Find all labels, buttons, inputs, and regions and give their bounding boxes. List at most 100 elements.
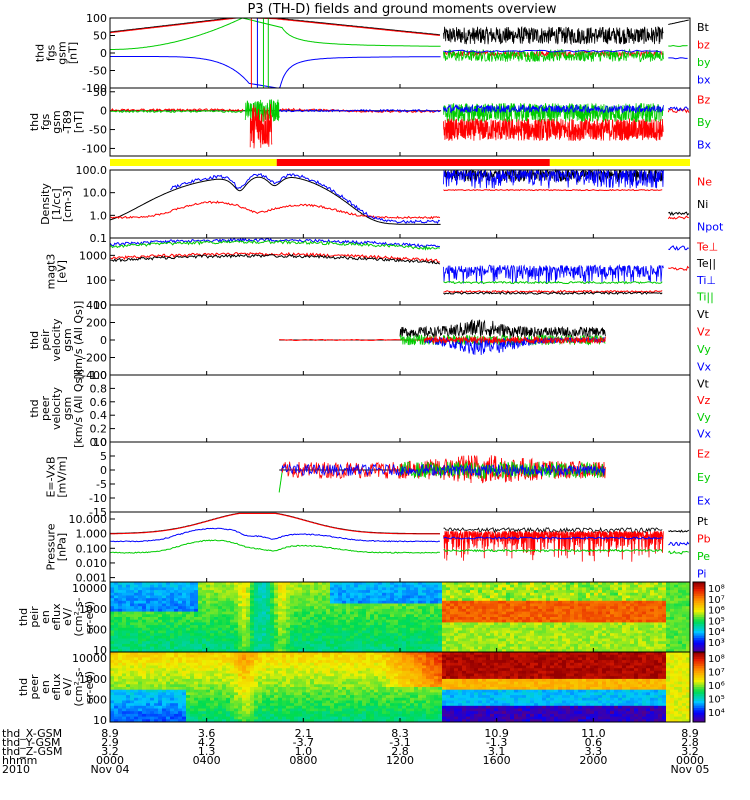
spec-cell <box>470 598 475 602</box>
spec-cell <box>154 657 159 661</box>
spec-cell <box>278 622 283 626</box>
spec-cell <box>222 673 227 677</box>
y-axis-label: en <box>39 680 52 694</box>
spec-cell <box>614 646 619 650</box>
spec-cell <box>566 611 571 615</box>
spec-cell <box>194 684 199 688</box>
spec-cell <box>494 587 499 591</box>
spec-cell <box>122 649 127 653</box>
spec-cell <box>118 603 123 607</box>
spec-cell <box>230 654 235 658</box>
spec-cell <box>114 654 119 658</box>
spec-cell <box>614 625 619 629</box>
spec-cell <box>406 619 411 623</box>
spec-cell <box>662 592 667 596</box>
spec-cell <box>178 662 183 666</box>
spec-cell <box>506 617 511 621</box>
spec-cell <box>270 619 275 623</box>
spec-cell <box>130 668 135 672</box>
spec-cell <box>454 617 459 621</box>
spec-cell <box>418 638 423 642</box>
spec-cell <box>498 611 503 615</box>
spec-cell <box>282 608 287 613</box>
spec-cell <box>462 635 467 639</box>
spec-cell <box>150 635 155 639</box>
spec-cell <box>394 622 399 626</box>
spec-cell <box>406 582 411 586</box>
spec-cell <box>618 606 623 610</box>
y-tick-label: 100 <box>86 623 107 636</box>
spec-cell <box>674 598 679 602</box>
spec-cell <box>418 598 423 602</box>
spec-cell <box>538 649 543 653</box>
spec-cell <box>190 660 195 664</box>
spec-cell <box>138 606 143 610</box>
spec-cell <box>114 592 119 596</box>
spec-cell <box>406 627 411 631</box>
spec-cell <box>306 598 311 602</box>
spec-cell <box>350 646 355 650</box>
spec-cell <box>666 638 671 642</box>
legend-entry: bx <box>697 73 711 86</box>
spec-cell <box>618 603 623 607</box>
spec-cell <box>138 614 143 618</box>
spec-cell <box>270 608 275 613</box>
spec-cell <box>194 652 199 656</box>
spec-cell <box>226 708 231 712</box>
spec-cell <box>558 582 563 586</box>
spec-cell <box>426 608 431 613</box>
spec-cell <box>162 646 167 650</box>
spec-cell <box>394 630 399 634</box>
spec-cell <box>354 606 359 610</box>
spec-cell <box>334 590 339 594</box>
spec-cell <box>330 590 335 594</box>
spec-cell <box>254 614 259 618</box>
spec-cell <box>242 590 247 594</box>
spec-cell <box>110 592 115 596</box>
spec-cell <box>682 606 687 610</box>
spec-cell <box>198 657 203 661</box>
spec-cell <box>206 603 211 607</box>
spec-cell <box>250 608 255 613</box>
spec-cell <box>638 606 643 610</box>
spec-cell <box>242 606 247 610</box>
spec-cell <box>398 592 403 596</box>
spec-cell <box>462 614 467 618</box>
spec-cell <box>622 608 627 613</box>
legend-entry: Bz <box>697 93 711 106</box>
spec-cell <box>426 592 431 596</box>
spec-cell <box>218 708 223 712</box>
spec-cell <box>198 635 203 639</box>
spec-cell <box>186 646 191 650</box>
spec-cell <box>230 627 235 631</box>
spec-cell <box>306 643 311 648</box>
spec-cell <box>234 689 239 693</box>
spec-cell <box>254 665 259 669</box>
spec-cell <box>126 660 131 664</box>
spec-cell <box>318 625 323 629</box>
spec-cell <box>394 608 399 613</box>
spec-cell <box>166 711 171 715</box>
spec-cell <box>630 608 635 613</box>
spec-cell <box>638 587 643 591</box>
y-tick-label: 10 <box>93 299 107 312</box>
spec-cell <box>234 700 239 704</box>
spec-cell <box>662 595 667 599</box>
spec-cell <box>306 649 311 653</box>
spec-cell <box>166 617 171 621</box>
spec-cell <box>194 700 199 704</box>
spec-cell <box>522 611 527 615</box>
spec-cell <box>158 687 163 691</box>
colorbar-cell <box>693 619 705 623</box>
spec-cell <box>170 600 175 604</box>
spec-cell <box>198 627 203 631</box>
spec-cell <box>170 705 175 709</box>
y-axis-label: Pressure <box>45 523 58 570</box>
spec-cell <box>402 603 407 607</box>
spec-cell <box>238 719 243 723</box>
spec-cell <box>282 643 287 648</box>
spec-cell <box>154 676 159 680</box>
spec-cell <box>494 633 499 637</box>
spec-cell <box>298 614 303 618</box>
spec-cell <box>302 587 307 591</box>
